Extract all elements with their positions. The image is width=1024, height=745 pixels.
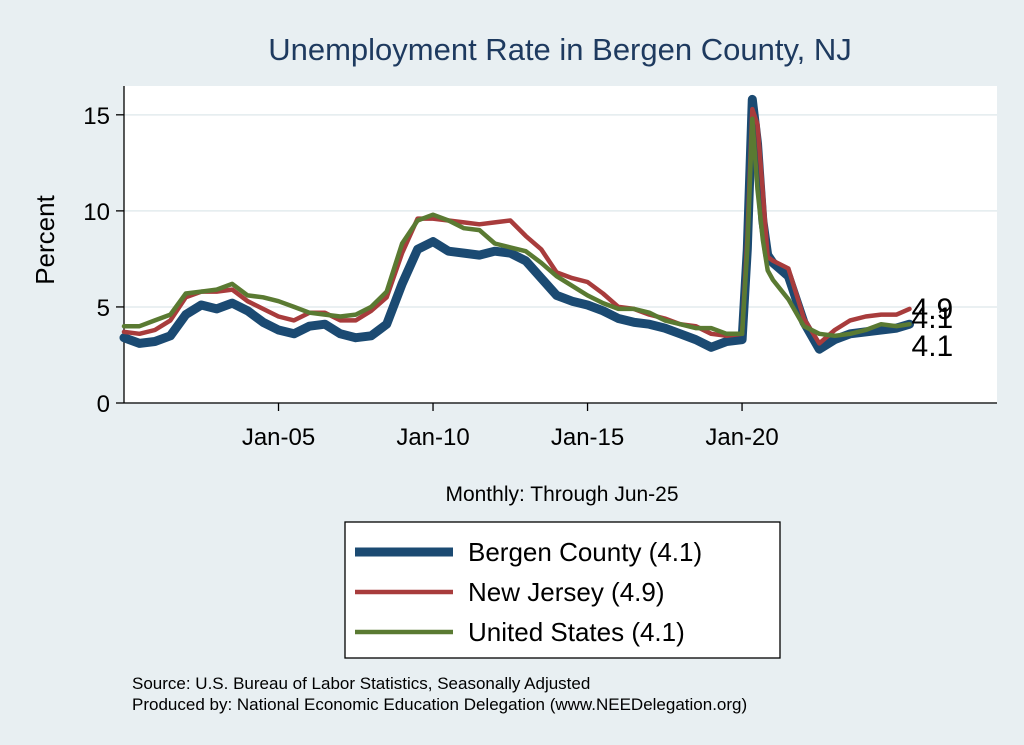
x-axis-note: Monthly: Through Jun-25 bbox=[445, 483, 678, 506]
legend-label-2: United States (4.1) bbox=[468, 617, 685, 647]
series-lines bbox=[119, 94, 914, 354]
x-tick-label: Jan-20 bbox=[705, 424, 778, 451]
legend-label-1: New Jersey (4.9) bbox=[468, 577, 665, 607]
series-line-1 bbox=[121, 106, 912, 346]
produced-by-note: Produced by: National Economic Education… bbox=[132, 695, 747, 714]
plot-area bbox=[124, 86, 997, 403]
legend-items: Bergen County (4.1) New Jersey (4.9) Unite… bbox=[355, 537, 702, 647]
y-tick-label: 0 bbox=[97, 391, 110, 418]
legend-label-0: Bergen County (4.1) bbox=[468, 537, 702, 567]
x-axis-ticks: Jan-05 Jan-10 Jan-15 Jan-20 bbox=[242, 403, 779, 451]
chart-title: Unemployment Rate in Bergen County, NJ bbox=[268, 32, 852, 67]
y-tick-label: 15 bbox=[83, 103, 110, 130]
x-tick-label: Jan-15 bbox=[551, 424, 624, 451]
end-label-0: 4.1 bbox=[912, 330, 954, 363]
x-tick-label: Jan-10 bbox=[396, 424, 469, 451]
y-tick-label: 5 bbox=[97, 295, 110, 322]
y-tick-label: 10 bbox=[83, 199, 110, 226]
end-label-2: 4.1 bbox=[912, 302, 954, 335]
end-label-1: 4.9 bbox=[912, 293, 954, 326]
y-axis-label: Percent bbox=[30, 194, 60, 284]
series-line-2 bbox=[121, 116, 912, 339]
x-tick-label: Jan-05 bbox=[242, 424, 315, 451]
y-axis-ticks: 0 5 10 15 bbox=[83, 103, 124, 418]
source-note: Source: U.S. Bureau of Labor Statistics,… bbox=[132, 674, 590, 693]
end-labels: 4.14.94.1 bbox=[912, 293, 954, 363]
legend: Bergen County (4.1) New Jersey (4.9) Unite… bbox=[344, 521, 781, 659]
